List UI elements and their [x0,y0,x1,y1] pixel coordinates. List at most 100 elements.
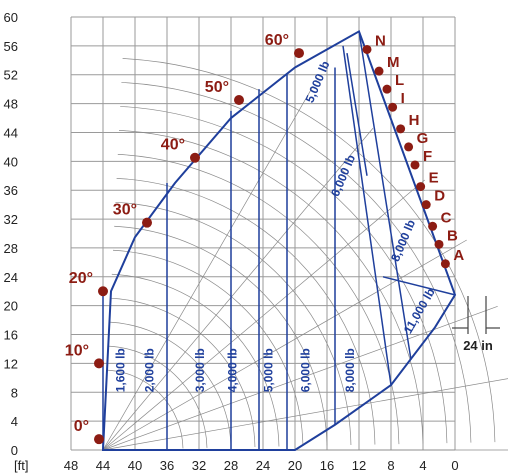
extension-dot [434,239,444,249]
x-tick-label: 28 [224,458,238,473]
range-arc [121,82,472,443]
range-arc [108,345,208,448]
extension-letter: G [417,130,429,147]
zone-boundary [358,31,412,360]
y-tick-label: 32 [4,212,18,227]
x-tick-label: 36 [160,458,174,473]
x-tick-label: 20 [288,458,302,473]
range-arc [114,225,328,446]
y-tick-label: 16 [4,328,18,343]
extension-letter: F [423,148,432,165]
boom-angle-dot [94,358,104,369]
range-arc [118,130,424,444]
range-arc [112,249,304,447]
range-arc [120,106,448,444]
y-tick-label: 20 [4,299,18,314]
extension-dot [404,142,414,152]
y-tick-label: 0 [11,443,18,458]
extension-letter: B [447,227,458,244]
range-arc [111,273,280,447]
boom-angle-label: 40° [161,137,185,154]
extension-dot [410,160,420,170]
x-tick-label: 8 [387,458,394,473]
angle-ray [102,179,425,451]
extension-letter: I [401,90,405,107]
extension-dot [396,124,406,134]
boom-angle-label: 10° [65,342,89,359]
range-arc [110,297,256,447]
extension-dot [440,259,450,269]
x-tick-label: 48 [64,458,78,473]
boom-angle-dot [294,48,304,59]
boom-angle-dot [94,434,104,445]
extension-letter: H [409,112,420,129]
extension-letter: L [395,72,404,89]
boom-angle-dot [98,286,108,297]
range-arc [109,321,232,448]
working-envelope [101,29,457,451]
x-tick-label: 12 [352,458,366,473]
boom-angle-label: 30° [113,202,137,219]
y-tick-label: 28 [4,241,18,256]
y-tick-label: 8 [11,385,18,400]
load-capacity-label: 8,000 lb [343,348,357,392]
range-arc [106,369,184,449]
boom-angle-label: 20° [69,270,93,287]
y-tick-label: 12 [4,356,18,371]
extension-dot [388,102,398,112]
extension-letter: M [387,54,400,71]
y-tick-label: 40 [4,154,18,169]
x-tick-label: 0 [451,458,458,473]
load-capacity-label: 6,000 lb [298,348,312,392]
boom-angle-markers: 0° 10° 20° 30° 40° 50° 60° [65,32,304,445]
load-capacity-label: 6,000 lb [328,153,358,199]
load-capacity-label: 3,000 lb [193,348,207,392]
y-tick-label: 60 [4,10,18,25]
load-zone-boundaries [102,31,456,450]
load-capacity-label: 11,000 lb [401,286,438,336]
load-capacity-label: 5,000 lb [302,59,332,105]
load-capacity-label: 1,600 lb [114,348,128,392]
angle-ray [102,378,508,451]
extension-dot [382,84,392,94]
envelope-outline [101,29,457,451]
extension-letter: D [434,188,445,205]
extension-dimension: 24 in [452,296,500,353]
range-arc [116,177,376,445]
extension-dot [416,182,426,192]
zone-boundary [382,276,456,296]
x-tick-label: 32 [192,458,206,473]
angle-ray [102,86,314,451]
zone-boundary [342,45,392,386]
x-tick-label: 40 [128,458,142,473]
load-capacity-label: 4,000 lb [226,348,240,392]
extension-dot [428,221,438,231]
y-tick-label: 44 [4,125,18,140]
range-arc [122,58,496,443]
boom-angle-label: 60° [265,32,289,49]
extension-dot [374,66,384,76]
y-tick-label: 48 [4,97,18,112]
x-axis-unit-label: [ft] [14,458,28,473]
boom-angle-dot [234,94,244,105]
load-capacity-label: 5,000 lb [262,348,276,392]
extension-letter: N [375,32,386,49]
boom-angle-label: 0° [74,418,89,435]
range-arc [115,201,352,446]
y-tick-label: 36 [4,183,18,198]
x-tick-label: 24 [256,458,270,473]
y-tick-label: 24 [4,270,18,285]
x-axis-ticks: 48 44 40 36 32 28 24 20 16 12 8 4 0 [64,458,459,473]
y-tick-label: 52 [4,68,18,83]
x-tick-label: 4 [419,458,426,473]
extension-dot [362,44,372,54]
extension-letter: E [429,170,439,187]
zone-boundary [346,52,368,176]
angle-ray [102,239,467,451]
x-tick-label: 44 [96,458,110,473]
angle-ray [102,128,374,451]
extension-dot [421,200,431,210]
